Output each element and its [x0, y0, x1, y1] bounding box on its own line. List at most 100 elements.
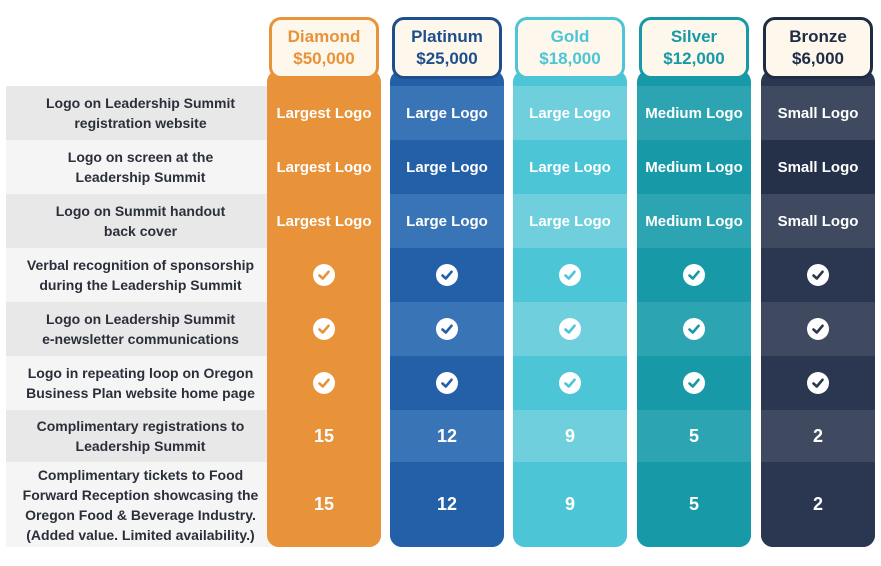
check-icon [683, 372, 705, 394]
tier-cell: Largest Logo [267, 194, 381, 248]
tier-cell [390, 248, 504, 302]
check-icon [559, 318, 581, 340]
check-icon [559, 372, 581, 394]
tier-header-bronze: Bronze $6,000 [763, 17, 873, 79]
tier-cell: Large Logo [513, 86, 627, 140]
tier-price: $12,000 [663, 49, 725, 68]
tier-cell: Small Logo [761, 86, 875, 140]
tier-price: $25,000 [416, 49, 478, 68]
benefit-label: Logo on screen at the Leadership Summit [6, 140, 275, 194]
registrations-count: 9 [564, 425, 575, 446]
tier-name: Silver [670, 27, 718, 46]
tier-cell: 15 [267, 462, 381, 547]
tier-cell [637, 356, 751, 410]
benefit-text: Logo on Summit handout back cover [55, 203, 226, 239]
tickets-count: 2 [812, 494, 823, 514]
tier-cell [513, 356, 627, 410]
check-icon [807, 372, 829, 394]
tier-cell [390, 302, 504, 356]
benefit-text: Verbal recognition of sponsorship during… [26, 257, 255, 293]
tier-cell: 5 [637, 410, 751, 462]
logo-size-text: Small Logo [777, 158, 859, 176]
tier-header-diamond: Diamond $50,000 [269, 17, 379, 79]
tickets-count: 9 [564, 494, 575, 514]
tier-name: Bronze [789, 27, 847, 46]
tier-cell: Largest Logo [267, 140, 381, 194]
tier-cell [513, 248, 627, 302]
benefit-text: Logo on Leadership Summit e-newsletter c… [42, 311, 239, 347]
logo-size-text: Large Logo [529, 212, 611, 230]
logo-size-text: Largest Logo [276, 212, 372, 230]
benefit-text: Logo in repeating loop on Oregon Busines… [26, 365, 255, 401]
tier-price: $18,000 [539, 49, 601, 68]
tier-header-silver: Silver $12,000 [639, 17, 749, 79]
tier-cell: 5 [637, 462, 751, 547]
tier-cell: Medium Logo [637, 194, 751, 248]
registrations-count: 2 [812, 425, 823, 446]
logo-size-text: Medium Logo [645, 158, 743, 176]
tier-cell: Large Logo [390, 86, 504, 140]
tickets-count: 15 [313, 494, 335, 514]
check-icon [807, 318, 829, 340]
tier-cell [390, 356, 504, 410]
logo-size-text: Medium Logo [645, 104, 743, 122]
logo-size-text: Largest Logo [276, 104, 372, 122]
check-icon [436, 372, 458, 394]
benefit-label: Complimentary tickets to Food Forward Re… [6, 462, 275, 547]
benefit-label: Logo in repeating loop on Oregon Busines… [6, 356, 275, 410]
benefit-label: Logo on Leadership Summit e-newsletter c… [6, 302, 275, 356]
tier-cell: 15 [267, 410, 381, 462]
tier-name: Platinum [411, 27, 483, 46]
check-icon [683, 318, 705, 340]
check-icon [436, 264, 458, 286]
registrations-count: 5 [688, 425, 699, 446]
tier-cell: 12 [390, 462, 504, 547]
tier-cell [761, 302, 875, 356]
tier-cell: Large Logo [513, 194, 627, 248]
tier-name: Diamond [287, 27, 361, 46]
tier-cell: Small Logo [761, 140, 875, 194]
tier-cell: Large Logo [390, 140, 504, 194]
tier-cell: Large Logo [390, 194, 504, 248]
check-icon [559, 264, 581, 286]
logo-size-text: Large Logo [406, 104, 488, 122]
logo-size-text: Largest Logo [276, 158, 372, 176]
benefit-text: Complimentary registrations to Leadershi… [36, 418, 245, 454]
tier-cell: Small Logo [761, 194, 875, 248]
tier-cell [267, 248, 381, 302]
check-icon [683, 264, 705, 286]
tier-cell: 2 [761, 410, 875, 462]
logo-size-text: Large Logo [529, 158, 611, 176]
tier-cell: Large Logo [513, 140, 627, 194]
logo-size-text: Large Logo [406, 158, 488, 176]
tier-cell: 9 [513, 410, 627, 462]
tier-cell [761, 356, 875, 410]
tier-header-gold: Gold $18,000 [515, 17, 625, 79]
tier-cell: 9 [513, 462, 627, 547]
tier-cell: Medium Logo [637, 86, 751, 140]
check-icon [436, 318, 458, 340]
tickets-count: 5 [688, 494, 699, 514]
benefit-text: Complimentary tickets to Food Forward Re… [22, 466, 259, 543]
benefit-text: Logo on screen at the Leadership Summit [67, 149, 214, 185]
check-icon [313, 318, 335, 340]
tier-name: Gold [550, 27, 590, 46]
logo-size-text: Small Logo [777, 104, 859, 122]
logo-size-text: Small Logo [777, 212, 859, 230]
tier-cell: Medium Logo [637, 140, 751, 194]
logo-size-text: Medium Logo [645, 212, 743, 230]
logo-size-text: Large Logo [406, 212, 488, 230]
benefit-label: Complimentary registrations to Leadershi… [6, 410, 275, 462]
check-icon [313, 372, 335, 394]
tier-cell: 2 [761, 462, 875, 547]
benefit-label: Logo on Summit handout back cover [6, 194, 275, 248]
tier-cell [761, 248, 875, 302]
registrations-count: 12 [436, 425, 458, 446]
benefit-label: Logo on Leadership Summit registration w… [6, 86, 275, 140]
check-icon [807, 264, 829, 286]
tier-cell [267, 302, 381, 356]
tickets-count: 12 [436, 494, 458, 514]
benefit-label: Verbal recognition of sponsorship during… [6, 248, 275, 302]
tier-cell: 12 [390, 410, 504, 462]
check-icon [313, 264, 335, 286]
